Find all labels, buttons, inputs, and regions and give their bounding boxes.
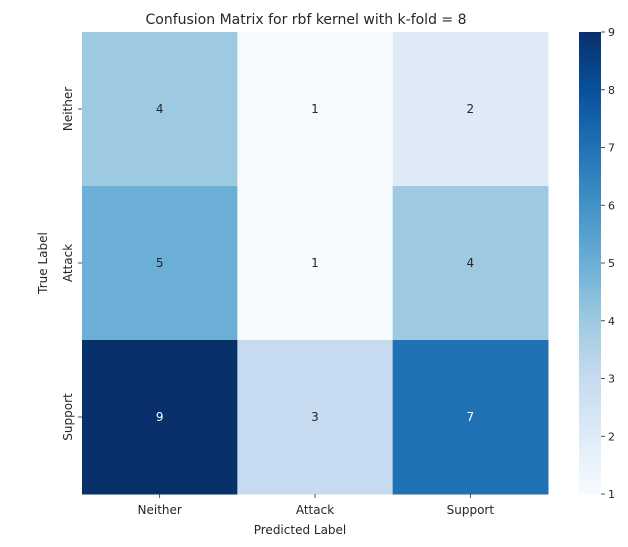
heatmap-cell	[82, 186, 238, 341]
cell-value-label: 4	[156, 102, 164, 116]
y-tick-label: Attack	[61, 244, 75, 282]
x-axis-label: Predicted Label	[254, 523, 347, 537]
colorbar-tick-label: 8	[608, 84, 615, 97]
colorbar-tick-label: 2	[608, 430, 615, 443]
cell-value-label: 9	[156, 410, 164, 424]
colorbar-tick-label: 5	[608, 257, 615, 270]
cell-value-label: 5	[156, 256, 164, 270]
colorbar-tick-label: 1	[608, 488, 615, 501]
chart-title: Confusion Matrix for rbf kernel with k-f…	[145, 12, 466, 28]
y-tick-label: Support	[61, 393, 75, 441]
heatmap-cell	[237, 186, 394, 341]
cell-value-label: 1	[311, 102, 319, 116]
x-axis-ticks: Neither Attack Support	[138, 494, 495, 517]
colorbar-gradient	[579, 32, 601, 494]
cell-value-label: 4	[467, 256, 475, 270]
heatmap-cell	[392, 186, 549, 341]
x-tick-label: Neither	[138, 503, 182, 517]
heatmap-cell	[237, 340, 394, 495]
colorbar-tick-label: 4	[608, 315, 615, 328]
colorbar-tick-label: 7	[608, 142, 615, 155]
heatmap-cell	[237, 32, 394, 187]
colorbar: 1 2 3 4 5 6 7 8 9	[579, 26, 615, 501]
heatmap-cell	[82, 32, 238, 187]
colorbar-tick-label: 6	[608, 199, 615, 212]
cell-value-label: 1	[311, 256, 319, 270]
x-tick-label: Support	[447, 503, 495, 517]
y-tick-label: Neither	[61, 87, 75, 131]
heatmap-cell	[82, 340, 238, 495]
cell-value-label: 7	[467, 410, 475, 424]
heatmap-cells: 4 1 2 5 1 4 9 3 7	[82, 32, 549, 495]
x-tick-label: Attack	[296, 503, 334, 517]
y-axis-ticks: Neither Attack Support	[61, 87, 82, 441]
colorbar-tick-label: 9	[608, 26, 615, 39]
y-axis-label: True Label	[36, 232, 50, 295]
heatmap-cell	[392, 340, 549, 495]
colorbar-tick-label: 3	[608, 373, 615, 386]
cell-value-label: 3	[311, 410, 319, 424]
cell-value-label: 2	[467, 102, 475, 116]
heatmap-cell	[392, 32, 549, 187]
